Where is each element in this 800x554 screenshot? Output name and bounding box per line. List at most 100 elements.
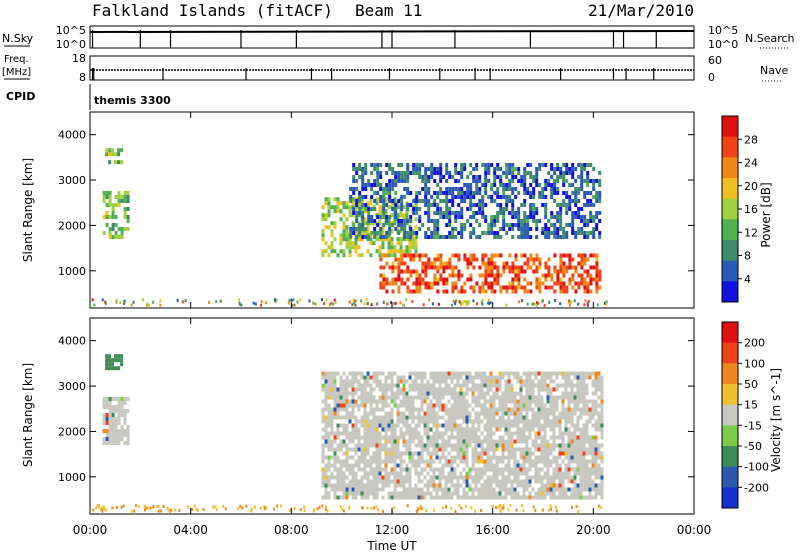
- range-cell: [342, 495, 346, 500]
- range-cell: [414, 495, 418, 500]
- range-cell: [417, 415, 421, 420]
- ground-scatter-cell: [330, 301, 333, 305]
- range-cell: [447, 423, 451, 428]
- range-cell: [528, 391, 532, 396]
- range-cell: [577, 199, 581, 203]
- range-cell: [579, 399, 583, 404]
- ground-scatter-cell: [549, 504, 552, 508]
- range-cell: [532, 191, 536, 195]
- range-cell: [567, 383, 571, 388]
- range-cell: [510, 479, 514, 484]
- range-cell: [571, 175, 575, 179]
- range-cell: [339, 431, 343, 436]
- range-cell: [376, 183, 380, 187]
- range-cell: [414, 471, 418, 476]
- range-cell: [478, 235, 482, 239]
- range-cell: [348, 241, 352, 246]
- range-cell: [357, 443, 361, 448]
- range-cell: [420, 495, 424, 500]
- range-cell: [508, 223, 512, 227]
- ground-scatter-cell: [437, 302, 440, 306]
- ground-scatter-cell: [241, 506, 244, 510]
- range-cell: [417, 459, 421, 464]
- ground-scatter-cell: [577, 302, 580, 306]
- range-cell: [438, 407, 442, 412]
- range-cell: [547, 285, 551, 290]
- range-cell: [360, 253, 364, 258]
- ground-scatter-cell: [537, 301, 540, 305]
- range-cell: [378, 395, 382, 400]
- range-cell: [580, 265, 584, 270]
- range-cell: [364, 203, 368, 207]
- range-cell: [105, 366, 109, 371]
- range-cell: [462, 431, 466, 436]
- range-cell: [525, 447, 529, 452]
- range-cell: [363, 375, 367, 380]
- range-cell: [411, 427, 415, 432]
- range-cell: [378, 487, 382, 492]
- range-cell: [471, 419, 475, 424]
- range-cell: [582, 431, 586, 436]
- range-cell: [378, 399, 382, 404]
- range-cell: [390, 237, 394, 242]
- range-cell: [508, 227, 512, 231]
- range-cell: [414, 491, 418, 496]
- range-cell: [435, 379, 439, 384]
- range-cell: [522, 407, 526, 412]
- colorbar-frame: [721, 321, 739, 509]
- range-cell: [583, 223, 587, 227]
- range-cell: [396, 387, 400, 392]
- range-cell: [460, 285, 464, 290]
- range-cell: [555, 371, 559, 376]
- range-cell: [321, 443, 325, 448]
- range-cell: [583, 235, 587, 239]
- range-cell: [403, 231, 407, 235]
- range-cell: [480, 411, 484, 416]
- range-cell: [384, 403, 388, 408]
- range-cell: [388, 215, 392, 219]
- ground-scatter-cell: [273, 507, 276, 511]
- range-cell: [451, 269, 455, 274]
- range-cell: [415, 207, 419, 211]
- range-cell: [474, 431, 478, 436]
- range-cell: [429, 435, 433, 440]
- range-cell: [363, 423, 367, 428]
- range-cell: [327, 201, 331, 206]
- range-cell: [543, 459, 547, 464]
- range-cell: [493, 253, 497, 258]
- range-cell: [361, 171, 365, 175]
- range-cell: [567, 431, 571, 436]
- range-cell: [439, 211, 443, 215]
- range-cell: [594, 403, 598, 408]
- range-cell: [553, 167, 557, 171]
- range-cell: [502, 261, 506, 266]
- range-cell: [408, 471, 412, 476]
- range-cell: [444, 491, 448, 496]
- range-cell: [354, 427, 358, 432]
- range-cell: [330, 233, 334, 238]
- range-cell: [567, 411, 571, 416]
- range-cell: [102, 429, 106, 433]
- range-cell: [555, 495, 559, 500]
- range-cell: [592, 187, 596, 191]
- range-cell: [442, 175, 446, 179]
- range-cell: [504, 479, 508, 484]
- range-cell: [363, 399, 367, 404]
- range-cell: [387, 459, 391, 464]
- range-cell: [355, 171, 359, 175]
- range-cell: [414, 463, 418, 468]
- range-cell: [342, 479, 346, 484]
- freq-trace: [90, 68, 694, 80]
- range-cell: [600, 419, 604, 424]
- range-cell: [510, 383, 514, 388]
- range-cell: [588, 399, 592, 404]
- range-cell: [594, 495, 598, 500]
- ground-scatter-cell: [573, 299, 576, 303]
- range-cell: [366, 443, 370, 448]
- range-cell: [559, 167, 563, 171]
- range-cell: [525, 471, 529, 476]
- range-cell: [378, 463, 382, 468]
- range-cell: [493, 183, 497, 187]
- range-cell: [415, 253, 419, 258]
